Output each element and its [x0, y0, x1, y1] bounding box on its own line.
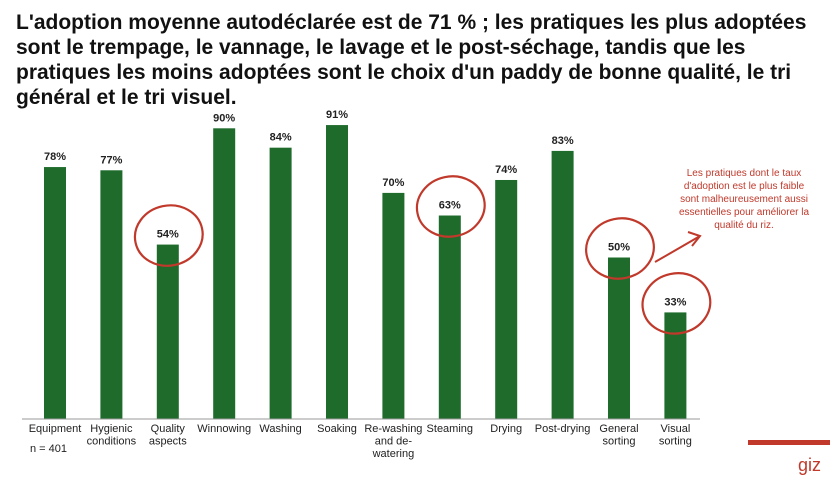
bars-layer [44, 125, 687, 420]
category-label-1: Hygienic conditions [87, 423, 137, 448]
callout-text: Les pratiques dont le taux d'adoption es… [678, 168, 810, 231]
highlight-circle-2 [133, 204, 204, 267]
category-label-0: Equipment [29, 423, 82, 435]
bar-0 [44, 167, 66, 419]
category-label-11: Visual sorting [659, 423, 692, 448]
highlight-circles-layer [133, 175, 712, 335]
bar-6 [382, 192, 405, 419]
sample-size-note: n = 401 [30, 443, 68, 455]
bar-1 [100, 170, 123, 419]
brand-bar [748, 440, 830, 445]
data-label-1: 77% [100, 154, 122, 166]
category-label-2: Quality aspects [149, 423, 187, 448]
data-label-3: 90% [213, 112, 235, 124]
bar-7 [438, 215, 461, 419]
highlight-circle-7 [415, 175, 486, 238]
category-label-5: Soaking [317, 423, 357, 435]
labels-layer: 78% Equipment 77% Hygienic conditions 54% Qual… [29, 109, 692, 460]
bar-10 [608, 257, 630, 419]
data-label-8: 74% [495, 164, 517, 176]
brand-logo: giz [798, 455, 822, 475]
category-label-8: Drying [490, 423, 522, 435]
bar-3 [213, 128, 236, 420]
category-label-4: Washing [259, 423, 301, 435]
data-label-4: 84% [270, 132, 292, 144]
bar-8 [495, 179, 518, 419]
category-label-7: Steaming [427, 423, 473, 435]
data-label-7: 63% [439, 200, 461, 212]
category-label-9: Post-drying [535, 423, 591, 435]
category-label-6: Re-washing and de-watering [364, 423, 422, 460]
bar-9 [551, 150, 574, 419]
bar-2 [156, 244, 179, 419]
highlight-circle-10 [585, 217, 655, 280]
chart-title: L'adoption moyenne autodéclarée est de 7… [16, 11, 807, 109]
data-label-11: 33% [664, 296, 686, 308]
category-label-10: General sorting [599, 423, 638, 448]
data-label-0: 78% [44, 151, 66, 163]
data-label-10: 50% [608, 242, 630, 254]
highlight-circle-11 [641, 272, 712, 335]
data-label-2: 54% [157, 229, 179, 241]
callout-arrow [654, 231, 702, 263]
bar-11 [664, 312, 687, 419]
bar-4 [269, 147, 292, 419]
data-label-6: 70% [382, 177, 404, 189]
bar-5 [326, 125, 348, 419]
category-label-3: Winnowing [197, 423, 251, 435]
data-label-9: 83% [552, 135, 574, 147]
data-label-5: 91% [326, 109, 348, 121]
